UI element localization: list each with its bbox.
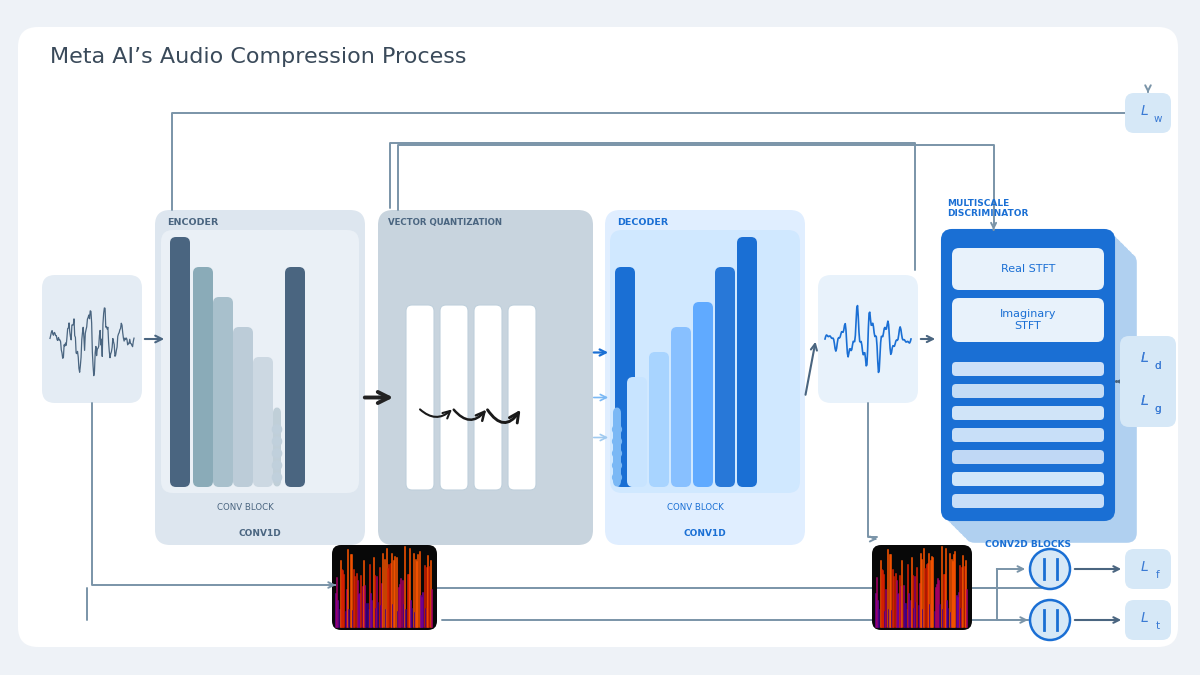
FancyBboxPatch shape: [958, 245, 1129, 535]
FancyBboxPatch shape: [440, 305, 468, 490]
FancyBboxPatch shape: [952, 494, 1104, 508]
FancyBboxPatch shape: [946, 234, 1118, 524]
Text: d: d: [1154, 361, 1162, 371]
FancyBboxPatch shape: [628, 377, 647, 487]
FancyBboxPatch shape: [671, 327, 691, 487]
FancyBboxPatch shape: [155, 210, 365, 545]
Text: g: g: [1154, 404, 1162, 414]
Text: Imaginary
STFT: Imaginary STFT: [1000, 309, 1056, 331]
Text: MULTISCALE
DISCRIMINATOR: MULTISCALE DISCRIMINATOR: [947, 198, 1028, 218]
FancyBboxPatch shape: [1126, 340, 1171, 380]
FancyBboxPatch shape: [737, 237, 757, 487]
FancyBboxPatch shape: [233, 327, 253, 487]
Text: VECTOR QUANTIZATION: VECTOR QUANTIZATION: [388, 218, 502, 227]
FancyBboxPatch shape: [406, 305, 434, 490]
FancyBboxPatch shape: [1126, 549, 1171, 589]
FancyBboxPatch shape: [649, 352, 670, 487]
FancyBboxPatch shape: [872, 545, 972, 630]
FancyBboxPatch shape: [1126, 383, 1171, 423]
FancyBboxPatch shape: [286, 267, 305, 487]
FancyBboxPatch shape: [952, 450, 1104, 464]
FancyBboxPatch shape: [161, 230, 359, 493]
FancyBboxPatch shape: [613, 407, 622, 487]
Text: g: g: [1154, 404, 1162, 414]
FancyBboxPatch shape: [42, 275, 142, 403]
Text: DECODER: DECODER: [617, 218, 668, 227]
FancyBboxPatch shape: [1126, 93, 1171, 133]
Text: L: L: [1140, 351, 1148, 365]
Circle shape: [613, 449, 622, 458]
FancyBboxPatch shape: [474, 305, 502, 490]
FancyBboxPatch shape: [715, 267, 734, 487]
Circle shape: [272, 437, 282, 446]
FancyBboxPatch shape: [942, 230, 1114, 520]
Text: L: L: [1140, 611, 1148, 625]
Text: L: L: [1140, 394, 1148, 408]
FancyBboxPatch shape: [605, 210, 805, 545]
Text: L: L: [1140, 560, 1148, 574]
FancyBboxPatch shape: [952, 298, 1104, 342]
Text: L: L: [1140, 351, 1148, 365]
FancyBboxPatch shape: [694, 302, 713, 487]
FancyBboxPatch shape: [1126, 340, 1171, 380]
Text: Real STFT: Real STFT: [1001, 264, 1055, 274]
Circle shape: [272, 449, 282, 458]
FancyBboxPatch shape: [378, 210, 593, 545]
Text: CONV BLOCK: CONV BLOCK: [217, 503, 274, 512]
Text: f: f: [1156, 570, 1160, 580]
Text: CONV1D: CONV1D: [239, 529, 281, 538]
FancyBboxPatch shape: [274, 407, 281, 487]
FancyBboxPatch shape: [1126, 383, 1171, 423]
Text: CONV BLOCK: CONV BLOCK: [667, 503, 724, 512]
FancyBboxPatch shape: [952, 428, 1104, 442]
FancyBboxPatch shape: [332, 545, 437, 630]
Text: d: d: [1154, 361, 1162, 371]
FancyBboxPatch shape: [961, 249, 1133, 539]
Text: L: L: [1140, 394, 1148, 408]
FancyBboxPatch shape: [952, 472, 1104, 486]
FancyBboxPatch shape: [952, 362, 1104, 376]
Text: w: w: [1153, 114, 1163, 124]
Text: t: t: [1156, 621, 1160, 631]
FancyBboxPatch shape: [214, 297, 233, 487]
FancyBboxPatch shape: [952, 248, 1104, 290]
Text: L: L: [1140, 104, 1148, 118]
FancyBboxPatch shape: [965, 253, 1136, 543]
FancyBboxPatch shape: [616, 267, 635, 487]
FancyBboxPatch shape: [952, 384, 1104, 398]
Circle shape: [613, 437, 622, 446]
FancyBboxPatch shape: [1126, 600, 1171, 640]
Circle shape: [272, 425, 282, 434]
Circle shape: [1030, 600, 1070, 640]
Text: CONV2D BLOCKS: CONV2D BLOCKS: [985, 540, 1072, 549]
FancyBboxPatch shape: [954, 242, 1126, 531]
FancyBboxPatch shape: [952, 406, 1104, 420]
Text: CONV1D: CONV1D: [684, 529, 726, 538]
FancyBboxPatch shape: [18, 27, 1178, 647]
Circle shape: [613, 473, 622, 482]
Circle shape: [613, 425, 622, 434]
Text: ENCODER: ENCODER: [167, 218, 218, 227]
Circle shape: [1030, 549, 1070, 589]
Circle shape: [613, 461, 622, 470]
FancyBboxPatch shape: [610, 230, 800, 493]
FancyBboxPatch shape: [818, 275, 918, 403]
FancyBboxPatch shape: [253, 357, 274, 487]
FancyBboxPatch shape: [949, 238, 1122, 528]
FancyBboxPatch shape: [1120, 336, 1176, 427]
FancyBboxPatch shape: [170, 237, 190, 487]
Circle shape: [272, 461, 282, 470]
Text: Meta AI’s Audio Compression Process: Meta AI’s Audio Compression Process: [50, 47, 467, 67]
Circle shape: [272, 472, 282, 482]
FancyBboxPatch shape: [508, 305, 536, 490]
FancyBboxPatch shape: [193, 267, 214, 487]
